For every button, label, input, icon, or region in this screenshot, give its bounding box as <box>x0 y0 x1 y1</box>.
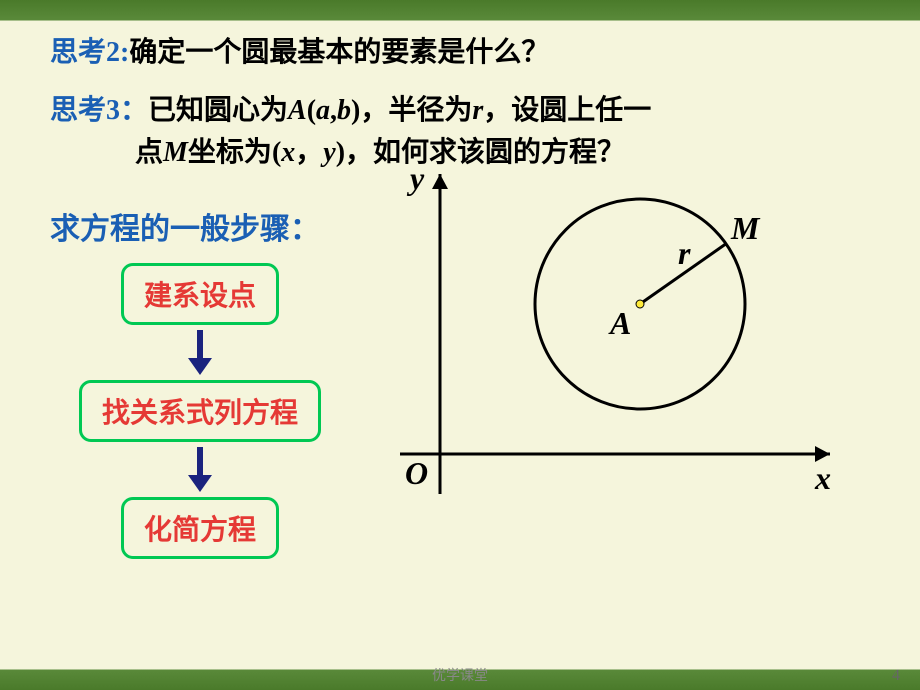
q3-var-b: b <box>337 95 351 126</box>
svg-text:y: y <box>406 160 425 196</box>
q3-var-A: A <box>288 95 307 126</box>
svg-text:M: M <box>730 210 761 246</box>
q3-paren: ( <box>307 95 316 126</box>
q2-text: 确定一个圆最基本的要素是什么？ <box>129 37 549 68</box>
footer-text: 优学课堂 <box>0 665 920 685</box>
arrow-down-icon <box>180 330 220 375</box>
q3-var-x: x <box>281 137 295 168</box>
q3-var-M: M <box>163 137 188 168</box>
q3-comma2: ， <box>295 137 323 168</box>
q3-text-4: 点 <box>135 137 163 168</box>
q3-var-y: y <box>323 137 335 168</box>
svg-text:r: r <box>678 235 691 271</box>
q3-comma: , <box>330 95 337 126</box>
svg-text:O: O <box>405 455 428 491</box>
flowchart: 建系设点 找关系式列方程 化简方程 <box>60 263 340 559</box>
slide-content: 思考2:确定一个圆最基本的要素是什么？ 思考3：已知圆心为A(a,b)，半径为r… <box>0 0 920 579</box>
left-column: 求方程的一般步骤： 建系设点 找关系式列方程 化简方程 <box>50 204 340 559</box>
content-row: 求方程的一般步骤： 建系设点 找关系式列方程 化简方程 OxyAMr <box>50 204 870 559</box>
section-title: 求方程的一般步骤： <box>50 204 340 248</box>
flow-step-3: 化简方程 <box>121 497 279 559</box>
question-2: 思考2:确定一个圆最基本的要素是什么？ <box>50 30 870 70</box>
svg-text:A: A <box>608 305 631 341</box>
flow-step-2: 找关系式列方程 <box>79 380 321 442</box>
page-number: 4 <box>892 667 900 685</box>
q3-var-a: a <box>316 95 330 126</box>
q3-var-r: r <box>472 95 483 126</box>
arrow-down-icon <box>180 447 220 492</box>
q3-text-1: 已知圆心为 <box>148 95 288 126</box>
svg-text:x: x <box>814 460 831 496</box>
flow-step-1: 建系设点 <box>121 263 279 325</box>
q3-label: 思考3： <box>50 95 148 126</box>
q3-paren2-close: ) <box>336 137 345 168</box>
q3-text-2: ，半径为 <box>360 95 472 126</box>
q2-label: 思考2: <box>50 37 129 68</box>
q3-text-5: 坐标为 <box>188 137 272 168</box>
q3-text-3: ，设圆上任一 <box>483 95 651 126</box>
coordinate-diagram: Ox y A Mr <box>370 154 850 519</box>
q3-paren2: ( <box>272 137 281 168</box>
q3-paren-close: ) <box>351 95 360 126</box>
